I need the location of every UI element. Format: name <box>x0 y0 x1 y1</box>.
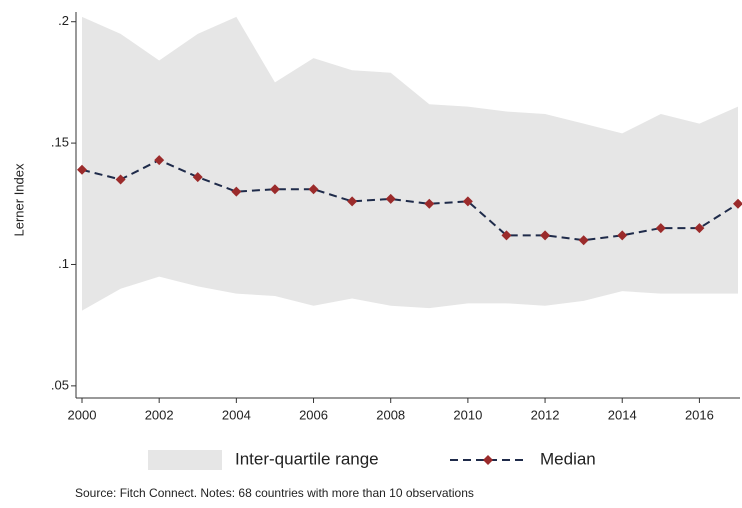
median-marker <box>655 223 666 234</box>
median-marker <box>578 235 589 246</box>
legend-marker <box>483 455 493 465</box>
source-note: Source: Fitch Connect. Notes: 68 countri… <box>75 486 474 500</box>
x-tick-label: 2012 <box>531 407 560 422</box>
y-tick-label: .05 <box>51 377 69 392</box>
median-marker <box>269 184 280 195</box>
median-marker <box>617 230 628 241</box>
x-tick-label: 2000 <box>68 407 97 422</box>
x-tick-label: 2016 <box>685 407 714 422</box>
median-marker <box>501 230 512 241</box>
x-tick-label: 2004 <box>222 407 251 422</box>
median-marker <box>77 164 87 175</box>
y-tick-label: .2 <box>58 13 69 28</box>
median-marker <box>462 196 473 207</box>
x-tick-label: 2014 <box>608 407 637 422</box>
median-marker <box>231 186 242 197</box>
x-tick-label: 2008 <box>376 407 405 422</box>
median-marker <box>115 174 126 185</box>
median-marker <box>154 155 165 166</box>
median-marker <box>424 198 435 209</box>
median-marker <box>192 172 203 183</box>
y-tick-label: .15 <box>51 135 69 150</box>
median-line <box>81 158 739 242</box>
x-tick-label: 2010 <box>453 407 482 422</box>
median-marker <box>347 196 358 207</box>
iqr-area <box>82 16 738 311</box>
y-tick-label: .1 <box>58 256 69 271</box>
median-marker <box>733 198 742 209</box>
median-marker <box>540 230 551 241</box>
legend-label: Inter-quartile range <box>235 449 379 468</box>
median-marker <box>308 184 319 195</box>
y-axis-label: Lerner Index <box>11 163 26 236</box>
legend-label: Median <box>540 449 596 468</box>
legend-swatch <box>148 450 222 470</box>
median-marker <box>694 223 705 234</box>
x-tick-label: 2006 <box>299 407 328 422</box>
median-marker <box>385 193 396 204</box>
x-tick-label: 2002 <box>145 407 174 422</box>
